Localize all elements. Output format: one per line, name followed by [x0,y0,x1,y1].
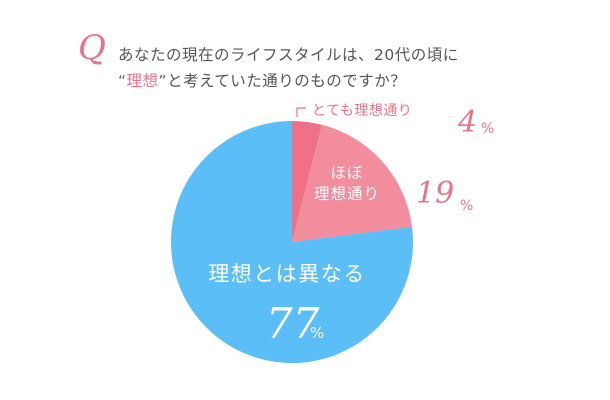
close-quote: ” [158,72,168,90]
leader-line-1 [296,107,306,117]
slice-label-2-line-2: 理想通り [314,185,380,203]
pie-slice-1 [292,121,323,242]
open-quote: “ [118,72,127,90]
pie-slice-2 [292,124,413,242]
slice-unit-1: % [481,121,494,137]
highlight-word: 理想 [126,72,159,90]
slice-value-2: 19 [416,176,454,211]
pie-slices [170,121,413,363]
slice-label-1: とても理想通り [312,103,412,119]
question-line-1: あなたの現在のライフスタイルは、20代の頃に [118,46,459,64]
slice-value-1: 4 [457,105,477,140]
slice-label-3: 理想とは異なる [208,262,366,286]
slice-value-3: 77 [266,299,320,348]
question-mark-letter: Q [78,28,106,68]
slice-unit-3: % [310,324,324,342]
question-line-2-rest: と考えていた通りのものですか？ [167,72,407,90]
pie-slice-3 [170,121,413,363]
slice-unit-2: % [460,198,473,214]
question-line-2: “理想”と考えていた通りのものですか？ [118,69,406,91]
slice-label-2-line-1: ほぼ [330,164,363,182]
